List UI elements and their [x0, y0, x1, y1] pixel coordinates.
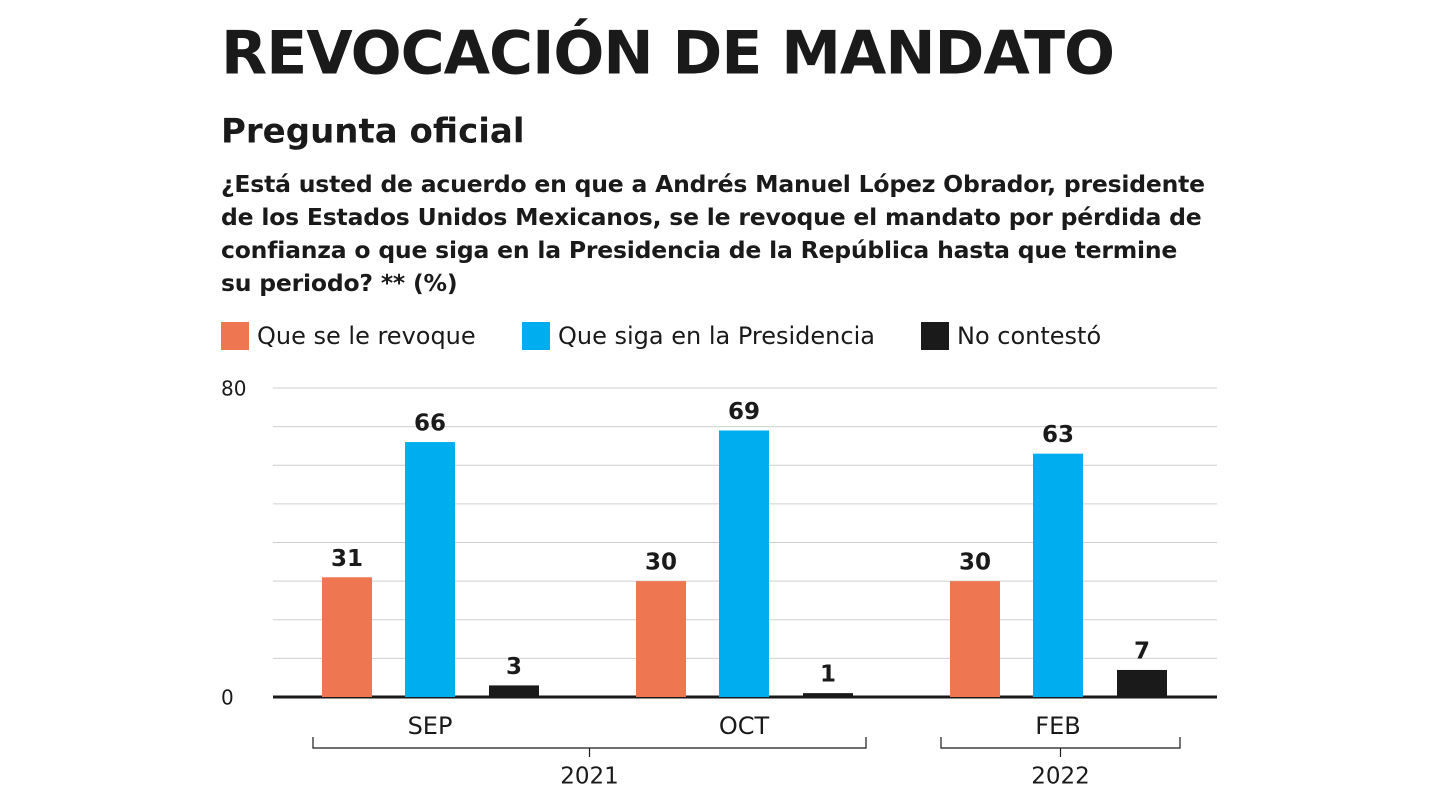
- value-label: 3: [506, 654, 522, 680]
- legend-label: No contestó: [957, 322, 1101, 350]
- legend-swatch: [522, 322, 550, 350]
- x-tick-label: FEB: [1035, 712, 1080, 740]
- legend-swatch: [221, 322, 249, 350]
- value-label: 63: [1042, 422, 1074, 448]
- value-label: 7: [1134, 638, 1150, 664]
- value-label: 31: [331, 546, 363, 572]
- bar: [489, 685, 539, 697]
- bar: [950, 581, 1000, 697]
- group-label: 2022: [1031, 764, 1090, 790]
- bar: [719, 430, 769, 697]
- bar: [803, 693, 853, 697]
- bar: [322, 577, 372, 697]
- legend-label: Que se le revoque: [257, 322, 476, 350]
- y-tick-label: 0: [221, 686, 234, 710]
- group-bracket: [312, 737, 867, 757]
- bar: [636, 581, 686, 697]
- x-tick-label: SEP: [408, 712, 453, 740]
- bar: [1117, 669, 1167, 697]
- group-label: 2021: [560, 764, 619, 790]
- value-label: 1: [820, 662, 836, 688]
- x-tick-label: OCT: [719, 712, 770, 740]
- value-label: 30: [959, 550, 991, 576]
- group-bracket: [940, 737, 1181, 757]
- value-label: 30: [645, 550, 677, 576]
- legend-label: Que siga en la Presidencia: [558, 322, 875, 350]
- bar: [405, 442, 455, 697]
- value-label: 66: [414, 411, 446, 437]
- bar: [1033, 453, 1083, 697]
- y-tick-label: 80: [221, 377, 246, 401]
- chart-subtitle: Pregunta oficial: [221, 112, 525, 152]
- question: ¿Está usted de acuerdo en que a Andrés M…: [221, 170, 1205, 297]
- chart-title: REVOCACIÓN DE MANDATO: [221, 18, 1114, 89]
- legend-swatch: [921, 322, 949, 350]
- value-label: 69: [728, 399, 760, 425]
